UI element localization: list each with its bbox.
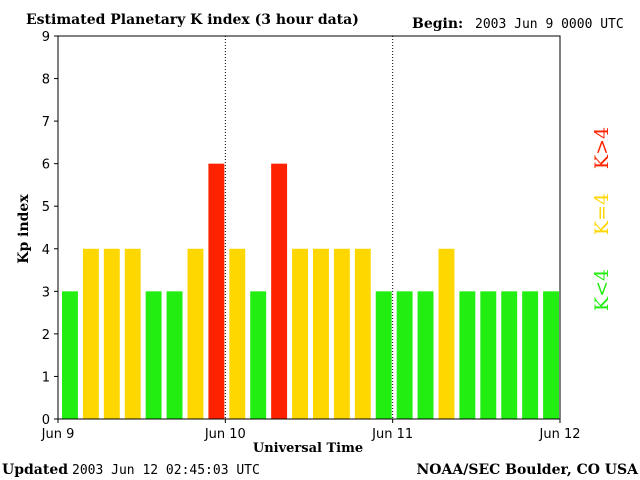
legend-entry: K<4 [591,269,613,311]
kp-bar [271,163,288,419]
kp-bar [501,291,518,419]
kp-bar [145,291,162,419]
y-tick-label: 6 [42,158,50,173]
x-tick-label: Jun 10 [204,427,246,442]
kp-bar [208,163,225,419]
x-tick-label: Jun 12 [539,427,581,442]
begin-label: Begin: [412,16,463,32]
kp-bar [82,248,99,419]
kp-bar [543,291,559,419]
chart-title: Estimated Planetary K index (3 hour data… [26,12,359,28]
x-axis-ticks: Jun 9 Jun 10 Jun 11 Jun 12 [41,419,581,442]
kp-bar [396,291,413,419]
legend-entry: K>4 [591,127,613,169]
kp-bar [375,291,392,419]
kp-bar [187,248,204,419]
kp-bar [438,248,455,419]
y-tick-label: 8 [42,73,50,88]
x-axis-label: Universal Time [253,441,363,456]
y-tick-label: 4 [42,243,50,258]
x-tick-label: Jun 11 [371,427,413,442]
x-tick-label: Jun 9 [41,427,75,442]
y-tick-label: 3 [42,285,50,300]
begin-value: 2003 Jun 9 0000 UTC [475,17,624,32]
kp-bar [459,291,476,419]
y-tick-label: 9 [42,30,50,45]
kp-bar [333,248,350,419]
y-axis-ticks: 0 1 2 3 4 5 6 7 8 9 [42,30,58,428]
kp-bar [292,248,308,419]
updated-label: Updated [2,462,68,478]
day-separators [224,36,394,419]
y-tick-label: 2 [42,328,50,343]
source-credit: NOAA/SEC Boulder, CO USA [417,462,640,478]
plot-frame [57,35,561,420]
bar-series [62,163,559,419]
kp-bar [417,291,434,419]
kp-bar [522,291,539,419]
legend-entry: K=4 [591,193,613,235]
y-axis-label: Kp index [16,194,32,264]
legend: K<4 K=4 K>4 [591,127,613,311]
kp-bar [124,248,141,419]
kp-bar [103,248,120,419]
y-tick-label: 7 [42,115,50,130]
updated-value: 2003 Jun 12 02:45:03 UTC [72,463,260,478]
y-tick-label: 5 [42,200,50,215]
y-tick-label: 1 [42,370,50,385]
kp-bar [313,248,329,419]
kp-bar [62,291,78,419]
kp-bar [229,248,246,419]
kp-bar [250,291,267,419]
y-tick-label: 0 [42,413,50,428]
kp-bar [354,248,371,419]
kp-bar [480,291,497,419]
kp-bar [166,291,183,419]
